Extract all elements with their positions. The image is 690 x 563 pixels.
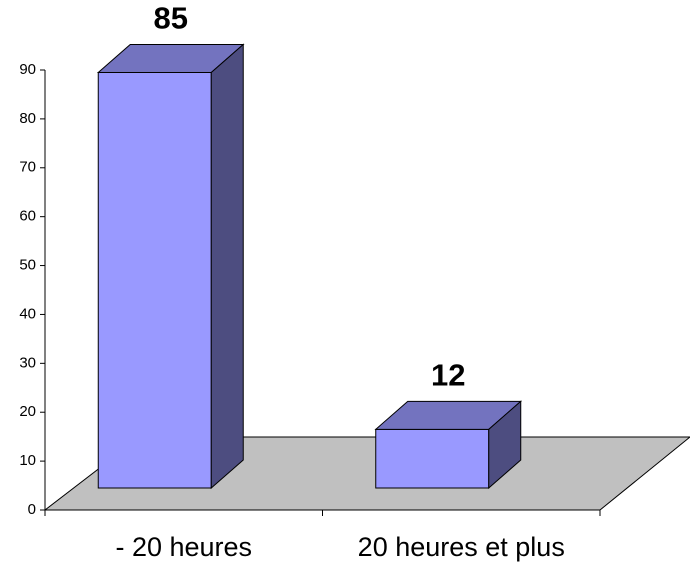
y-tick-label: 60: [19, 208, 36, 225]
bar-front: [375, 428, 490, 489]
bar: [96, 43, 245, 490]
value-label: 85: [154, 1, 188, 36]
y-tick-label: 40: [19, 305, 36, 322]
x-tick-label: - 20 heures: [115, 532, 252, 562]
bar: [374, 400, 523, 490]
y-tick-label: 50: [19, 257, 36, 274]
y-tick-label: 10: [19, 452, 36, 469]
x-tick-label: 20 heures et plus: [358, 532, 565, 562]
bar-front: [97, 71, 212, 489]
bar-side: [210, 43, 244, 490]
bar-side: [488, 400, 522, 490]
y-tick-label: 20: [19, 403, 36, 420]
y-tick-label: 80: [19, 110, 36, 127]
value-label: 12: [431, 358, 465, 393]
y-tick-label: 0: [28, 501, 36, 518]
y-tick-label: 70: [19, 159, 36, 176]
y-tick-label: 30: [19, 354, 36, 371]
y-tick-label: 90: [19, 61, 36, 78]
